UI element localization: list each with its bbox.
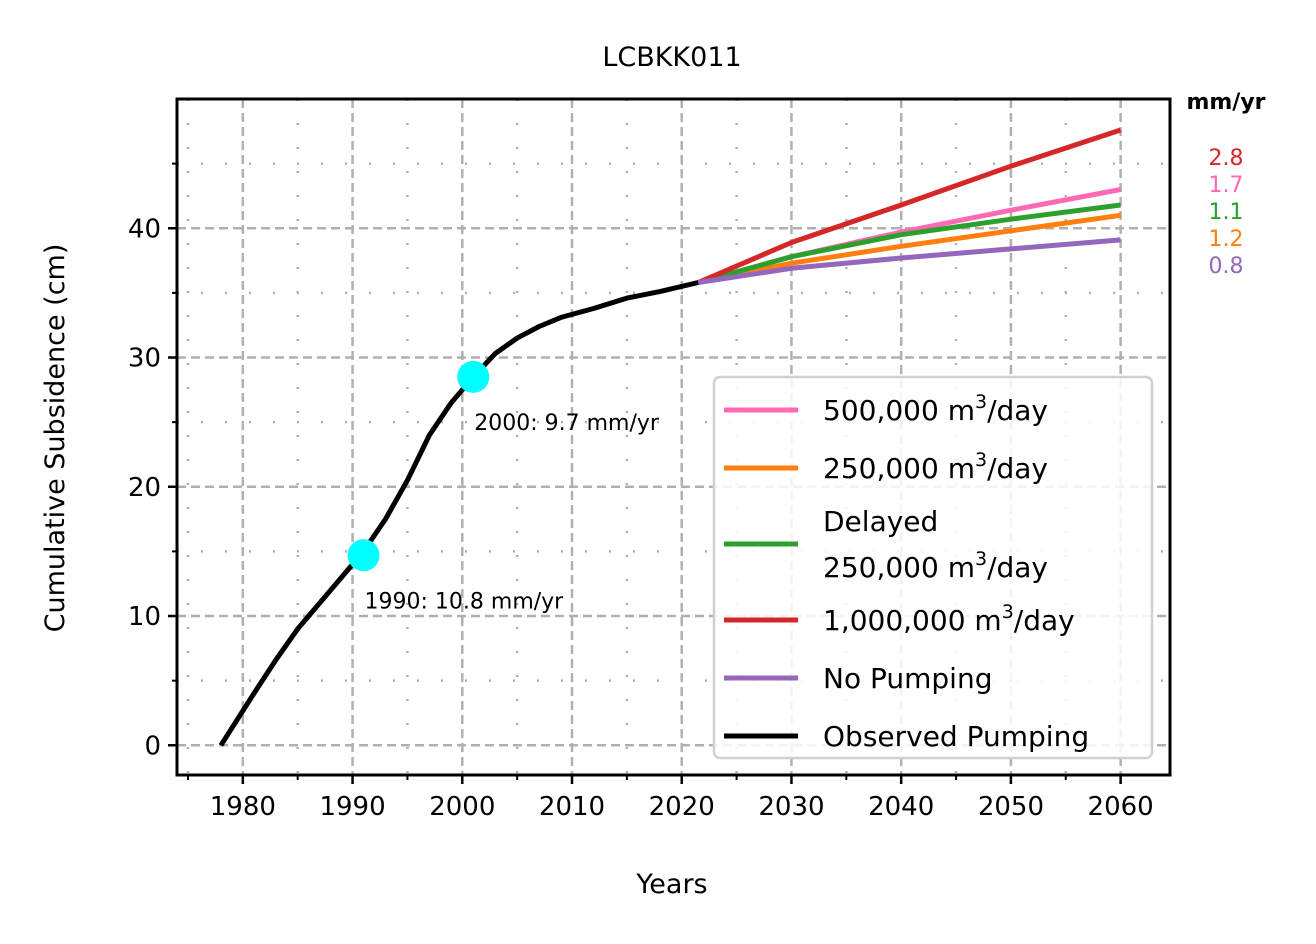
series-line (697, 202, 1121, 285)
x-axis-label: Years (635, 869, 707, 900)
x-tick-label: 2040 (868, 792, 934, 822)
rate-value: 2.8 (1209, 146, 1244, 171)
marker-annotation: 1990: 10.8 mm/yr (365, 589, 565, 614)
legend-label: 500,000 m3/day (823, 391, 1048, 427)
x-tick-label: 1980 (210, 792, 276, 822)
legend-label: 250,000 m3/day (823, 449, 1048, 485)
legend-label: 1,000,000 m3/day (823, 601, 1075, 637)
marker-annotation: 2000: 9.7 mm/yr (474, 411, 660, 436)
rate-value: 1.7 (1209, 173, 1244, 198)
rate-value: 1.1 (1209, 200, 1244, 225)
legend-box (712, 375, 1154, 760)
y-tick-label: 30 (128, 344, 161, 374)
legend-label: Delayed 250,000 m3/day (823, 505, 1048, 584)
y-tick-label: 10 (128, 602, 161, 632)
y-tick-label: 40 (128, 214, 161, 244)
x-tick-label: 2050 (978, 792, 1044, 822)
y-axis-label: Cumulative Subsidence (cm) (40, 244, 71, 633)
axis-ticks: 1980 1990 2000 2010 2020 2030 2040 2050 20600102… (128, 162, 1154, 822)
rate-panel: mm/yr 2.81.71.11.20.8 (1186, 90, 1265, 279)
rate-header: mm/yr (1186, 90, 1265, 115)
markers: 1990: 10.8 mm/yr 2000: 9.7 mm/yr (347, 360, 660, 614)
series-line (218, 280, 699, 747)
x-tick-label: 2000 (429, 792, 495, 822)
chart-title: LCBKK011 (602, 42, 741, 73)
rate-value: 0.8 (1209, 254, 1244, 279)
series-line (697, 127, 1122, 285)
series-line (697, 212, 1121, 285)
rate-value: 1.2 (1209, 227, 1244, 252)
marker-point (347, 539, 380, 572)
x-tick-label: 1990 (319, 792, 385, 822)
plot-frame (175, 97, 1172, 777)
y-tick-label: 0 (144, 731, 161, 761)
series-line (697, 237, 1121, 285)
x-tick-label: 2060 (1088, 792, 1154, 822)
marker-point (457, 360, 490, 393)
x-tick-label: 2030 (758, 792, 824, 822)
x-tick-label: 2020 (649, 792, 715, 822)
legend: 500,000 m3/day 250,000 m3/day Delayed 250,0… (712, 375, 1154, 760)
y-tick-label: 20 (128, 473, 161, 503)
x-tick-label: 2010 (539, 792, 605, 822)
legend-label: Observed Pumping (823, 720, 1089, 753)
legend-label: No Pumping (823, 662, 992, 695)
series-lines (218, 127, 1122, 747)
